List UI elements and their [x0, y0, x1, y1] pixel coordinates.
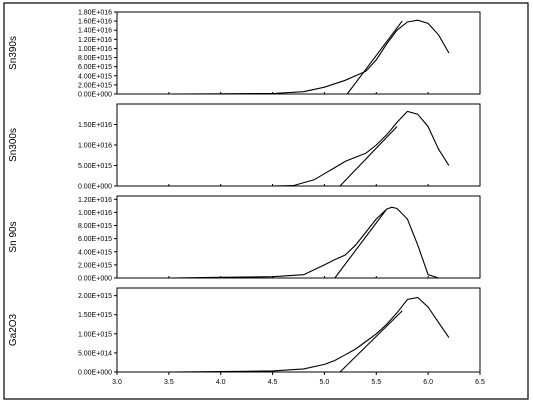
- linear-fit-line: [334, 208, 388, 279]
- y-tick-label: 4.00E+015: [78, 249, 112, 256]
- data-curve: [168, 206, 449, 279]
- panels: 0.00E+000 2.00E+015 4.00E+015 6.00E+015 8.00…: [8, 10, 485, 387]
- y-tick-label: 0.00E+000: [78, 370, 112, 377]
- y-tick-label: 8.00E+015: [78, 223, 112, 230]
- panel-frame: [116, 287, 481, 373]
- y-tick-label: 1.00E+015: [78, 331, 112, 338]
- panel-4: 0.00E+000 5.00E+014 1.00E+015 1.50E+015 2.00…: [8, 287, 485, 386]
- y-tick-label: 6.00E+015: [78, 64, 112, 71]
- y-tick-label: 6.00E+015: [78, 236, 112, 243]
- y-tick-label: 1.00E+016: [78, 46, 112, 53]
- x-tick-label: 3.5: [164, 379, 174, 386]
- y-tick-label: 1.40E+016: [78, 28, 112, 35]
- y-axis-label: Sn 90s: [8, 221, 19, 252]
- data-curve: [117, 296, 450, 373]
- y-tick-label: 1.20E+016: [78, 37, 112, 44]
- x-tick-label: 3.0: [112, 379, 122, 386]
- panel-3: 0.00E+000 2.00E+015 4.00E+015 6.00E+015 8.00…: [8, 195, 481, 283]
- y-tick-label: 2.00E+015: [78, 293, 112, 300]
- y-tick-label: 8.00E+015: [78, 55, 112, 62]
- x-tick-label: 6.5: [475, 379, 485, 386]
- y-tick-label: 1.50E+016: [78, 122, 112, 129]
- linear-fit-line: [346, 20, 403, 95]
- y-tick-label: 1.60E+016: [78, 19, 112, 26]
- y-tick-label: 5.00E+014: [78, 350, 112, 357]
- y-tick-label: 5.00E+015: [78, 163, 112, 170]
- data-curve: [272, 110, 450, 187]
- y-tick-label: 0.00E+000: [78, 184, 112, 191]
- y-tick-label: 1.00E+016: [78, 210, 112, 217]
- data-curve: [117, 19, 450, 95]
- y-tick-label: 1.20E+016: [78, 197, 112, 204]
- panel-2: 0.00E+000 5.00E+015 1.00E+016 1.50E+016 Sn30…: [8, 103, 481, 191]
- panel-frame: [116, 195, 481, 279]
- y-axis-label: Ga2O3: [8, 313, 19, 346]
- x-tick-label: 6.0: [423, 379, 433, 386]
- y-tick-label: 1.50E+015: [78, 312, 112, 319]
- y-tick-label: 0.00E+000: [78, 92, 112, 99]
- x-tick-label: 4.5: [268, 379, 278, 386]
- y-axis-label: Sn300s: [8, 128, 19, 162]
- linear-fit-line: [339, 126, 398, 187]
- y-tick-label: 4.00E+015: [78, 73, 112, 80]
- y-tick-label: 1.80E+016: [78, 10, 112, 17]
- y-axis-label: Sn390s: [8, 36, 19, 70]
- x-tick-label: 4.0: [216, 379, 226, 386]
- y-tick-label: 1.00E+016: [78, 143, 112, 150]
- y-tick-label: 0.00E+000: [78, 276, 112, 283]
- y-tick-label: 2.00E+015: [78, 82, 112, 89]
- figure-border: [3, 2, 529, 400]
- x-tick-label: 5.0: [320, 379, 330, 386]
- panel-1: 0.00E+000 2.00E+015 4.00E+015 6.00E+015 8.00…: [8, 10, 481, 99]
- y-tick-label: 2.00E+015: [78, 262, 112, 269]
- panel-frame: [116, 11, 481, 95]
- x-tick-label: 5.5: [371, 379, 381, 386]
- linear-fit-line: [339, 310, 403, 373]
